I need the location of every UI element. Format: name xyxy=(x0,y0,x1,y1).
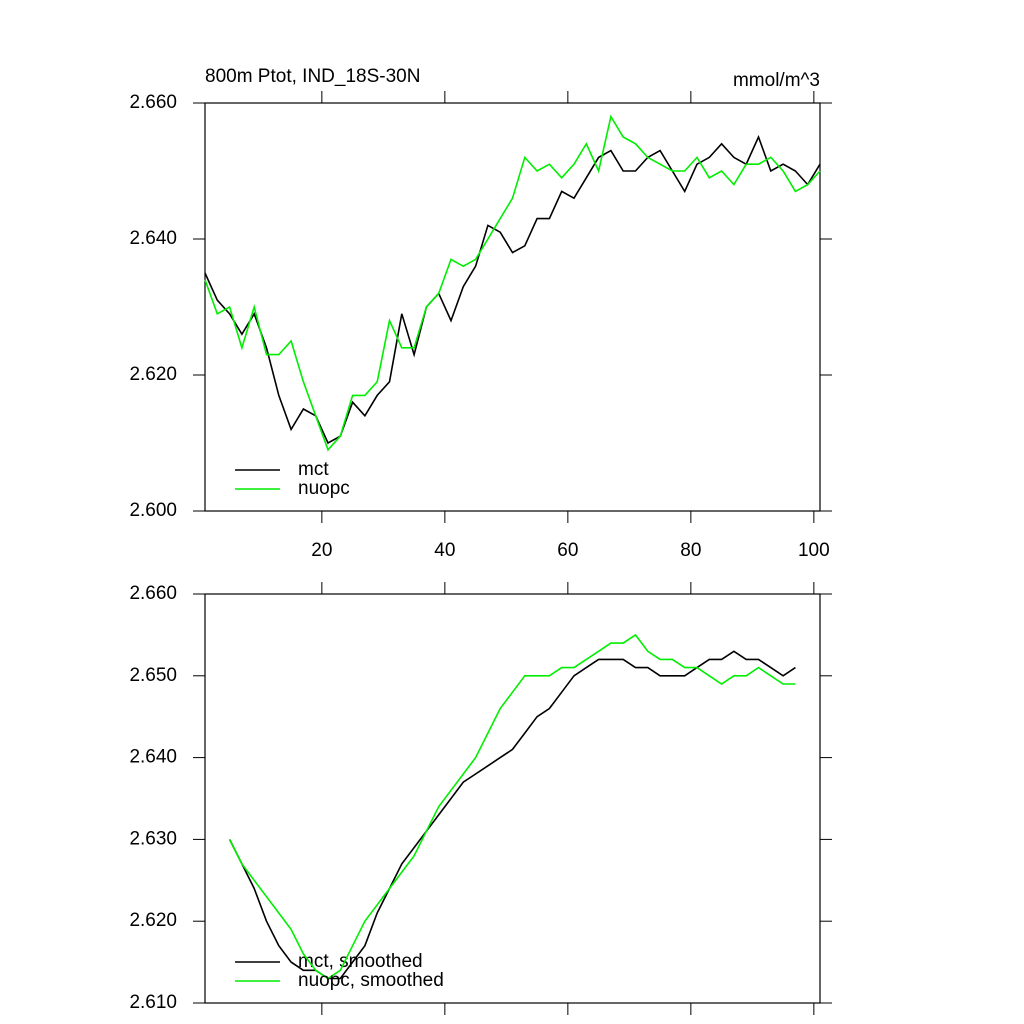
series-line xyxy=(204,134,821,445)
y-tick-label: 2.630 xyxy=(129,828,177,849)
x-tick-label: 60 xyxy=(557,540,578,561)
legend-label: mct, smoothed xyxy=(298,951,423,972)
y-tick-label: 2.600 xyxy=(129,500,177,521)
x-tick-label: 20 xyxy=(311,540,332,561)
x-tick-label: 80 xyxy=(680,540,701,561)
y-tick-label: 2.660 xyxy=(129,92,177,113)
plot-frame xyxy=(204,102,821,512)
legend-label: nuopc xyxy=(298,478,350,499)
y-tick-label: 2.650 xyxy=(129,665,177,686)
y-tick-label: 2.640 xyxy=(129,747,177,768)
series-line xyxy=(228,633,796,980)
legend-label: mct xyxy=(298,459,329,480)
x-tick-label: 40 xyxy=(434,540,455,561)
plot-frame xyxy=(204,593,821,1004)
y-tick-label: 2.620 xyxy=(129,364,177,385)
units-label: mmol/m^3 xyxy=(733,70,820,91)
chart-title: 800m Ptot, IND_18S-30N xyxy=(205,66,420,87)
y-tick-label: 2.660 xyxy=(129,583,177,604)
series-line xyxy=(204,114,821,452)
legend-label: nuopc, smoothed xyxy=(298,970,444,991)
y-tick-label: 2.640 xyxy=(129,228,177,249)
y-tick-label: 2.610 xyxy=(129,992,177,1013)
series-line xyxy=(228,650,796,980)
x-tick-label: 100 xyxy=(798,540,830,561)
y-tick-label: 2.620 xyxy=(129,910,177,931)
